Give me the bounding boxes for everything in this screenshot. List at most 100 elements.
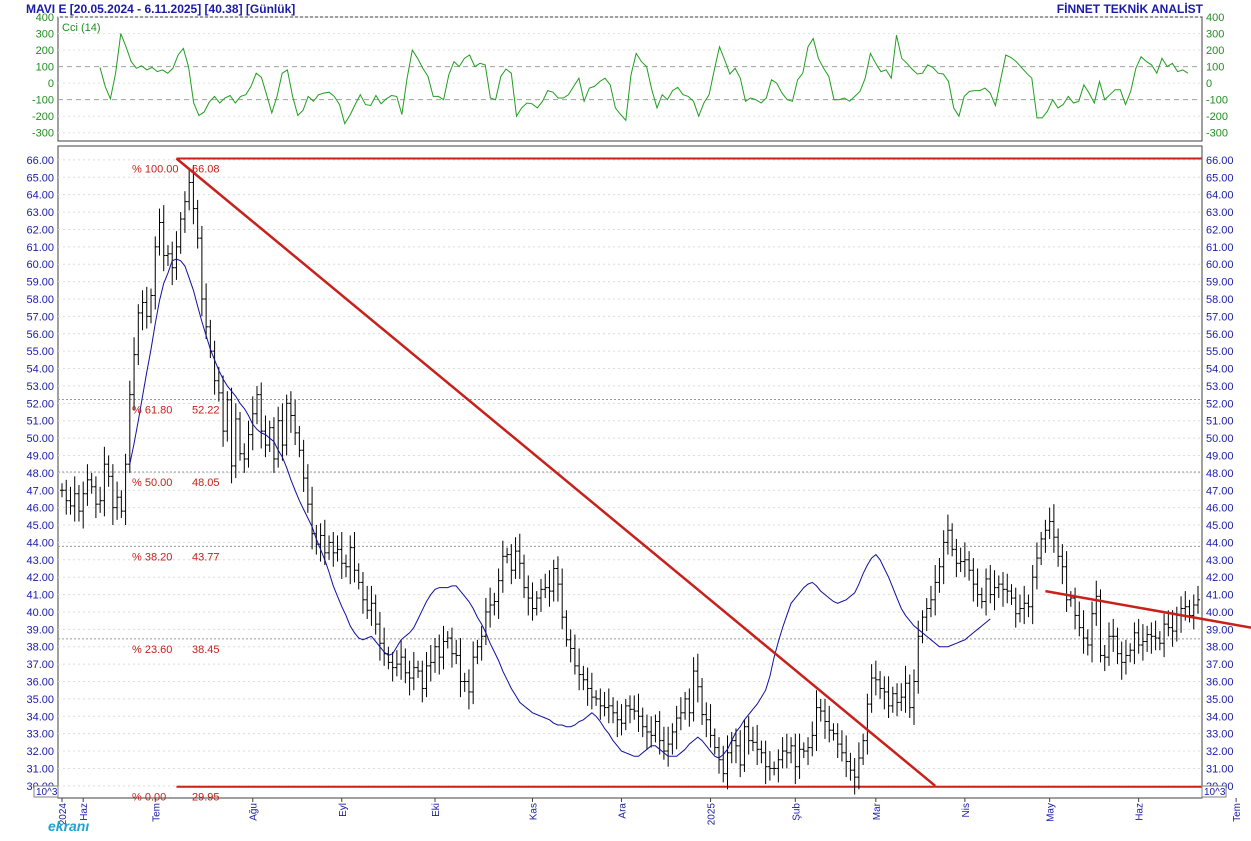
price-bar <box>526 575 531 616</box>
cci-tick-right: -200 <box>1206 111 1228 123</box>
price-bar <box>615 700 620 738</box>
price-bar <box>869 664 874 713</box>
price-tick-left: 48.00 <box>26 468 54 480</box>
price-bar <box>704 702 709 738</box>
fib-value-label: 38.45 <box>192 644 220 656</box>
price-bar <box>721 745 726 783</box>
price-tick-left: 42.00 <box>26 572 54 584</box>
price-bar <box>827 705 832 743</box>
price-bar <box>288 391 293 433</box>
price-bar <box>632 695 637 720</box>
price-bar <box>1051 504 1056 553</box>
price-tick-left: 55.00 <box>26 346 54 358</box>
price-tick-left: 59.00 <box>26 277 54 289</box>
price-bar <box>793 733 798 785</box>
price-bar <box>1196 585 1200 614</box>
price-bar <box>941 530 946 585</box>
price-bar <box>784 733 789 769</box>
price-bar <box>199 225 204 317</box>
price-bar <box>746 716 751 755</box>
price-tick-left: 54.00 <box>26 364 54 376</box>
price-bar <box>755 724 760 765</box>
price-tick-left: 63.00 <box>26 207 54 219</box>
price-bar <box>979 587 984 609</box>
price-tick-left: 37.00 <box>26 659 54 671</box>
cci-tick-left: -200 <box>32 111 54 123</box>
price-bar <box>229 387 234 484</box>
price-tick-left: 44.00 <box>26 537 54 549</box>
price-bar <box>1128 643 1133 663</box>
price-bar <box>216 366 221 402</box>
price-tick-left: 45.00 <box>26 520 54 532</box>
x-axis-label: Tem <box>1232 803 1243 822</box>
price-bar <box>1034 542 1039 590</box>
price-bar <box>708 704 713 748</box>
price-tick-right: 41.00 <box>1206 590 1234 602</box>
price-bar <box>373 594 378 635</box>
price-bar <box>98 486 103 513</box>
price-bar <box>564 610 569 647</box>
price-bar <box>441 625 446 670</box>
price-tick-right: 49.00 <box>1206 450 1234 462</box>
price-bar <box>475 639 480 665</box>
price-bar <box>1030 565 1035 625</box>
price-bar <box>1145 625 1150 652</box>
chart-header-left: MAVI E [20.05.2024 - 6.11.2025] [40.38] … <box>26 2 296 16</box>
x-axis-label: Eki <box>431 803 442 817</box>
price-bar <box>1085 629 1090 656</box>
price-bar <box>140 290 145 331</box>
price-tick-left: 52.00 <box>26 398 54 410</box>
price-bar <box>551 559 556 602</box>
x-axis-label: Mar <box>872 802 883 820</box>
price-bar <box>1017 594 1022 623</box>
x-axis-label: Kas <box>529 803 540 820</box>
price-bar <box>132 337 137 411</box>
price-bar <box>890 686 895 713</box>
price-bar <box>513 537 518 579</box>
price-bar <box>594 690 599 706</box>
price-bar <box>750 726 755 752</box>
price-bar <box>352 531 357 583</box>
price-bar <box>1157 631 1162 651</box>
price-tick-left: 50.00 <box>26 433 54 445</box>
price-tick-right: 42.00 <box>1206 572 1234 584</box>
price-tick-left: 49.00 <box>26 450 54 462</box>
price-bar <box>602 691 607 717</box>
price-bar <box>115 481 120 520</box>
price-tick-right: 58.00 <box>1206 294 1234 306</box>
fib-pct-label: % 0.00 <box>132 792 166 804</box>
x-axis-label: Ağu <box>249 803 260 821</box>
price-bar <box>895 683 900 717</box>
price-bar <box>640 707 645 738</box>
price-bar <box>1056 528 1061 567</box>
price-bar <box>517 533 522 579</box>
price-tick-right: 39.00 <box>1206 624 1234 636</box>
price-bar <box>780 737 785 769</box>
price-tick-right: 50.00 <box>1206 433 1234 445</box>
price-bar <box>585 667 590 706</box>
cci-tick-right: 100 <box>1206 62 1224 74</box>
price-bar <box>174 231 179 280</box>
price-bar <box>89 472 94 494</box>
price-bar <box>933 565 938 616</box>
price-bar <box>1094 580 1099 626</box>
price-tick-left: 62.00 <box>26 224 54 236</box>
cci-tick-left: 200 <box>36 45 54 57</box>
price-bar <box>195 199 200 249</box>
price-bar <box>437 634 442 675</box>
x-axis-label: 2025 <box>707 803 718 826</box>
price-bar <box>322 519 327 566</box>
price-bar <box>297 425 302 458</box>
cci-tick-left: 0 <box>48 78 54 90</box>
price-bar <box>555 556 560 602</box>
price-bar <box>280 403 285 461</box>
price-tick-right: 37.00 <box>1206 659 1234 671</box>
price-bar <box>988 565 993 604</box>
price-tick-right: 54.00 <box>1206 364 1234 376</box>
price-bar <box>301 439 306 492</box>
price-bar <box>882 676 887 710</box>
fib-pct-label: % 61.80 <box>132 404 172 416</box>
price-tick-left: 61.00 <box>26 242 54 254</box>
price-bar <box>1026 594 1031 618</box>
price-bar <box>810 721 815 757</box>
